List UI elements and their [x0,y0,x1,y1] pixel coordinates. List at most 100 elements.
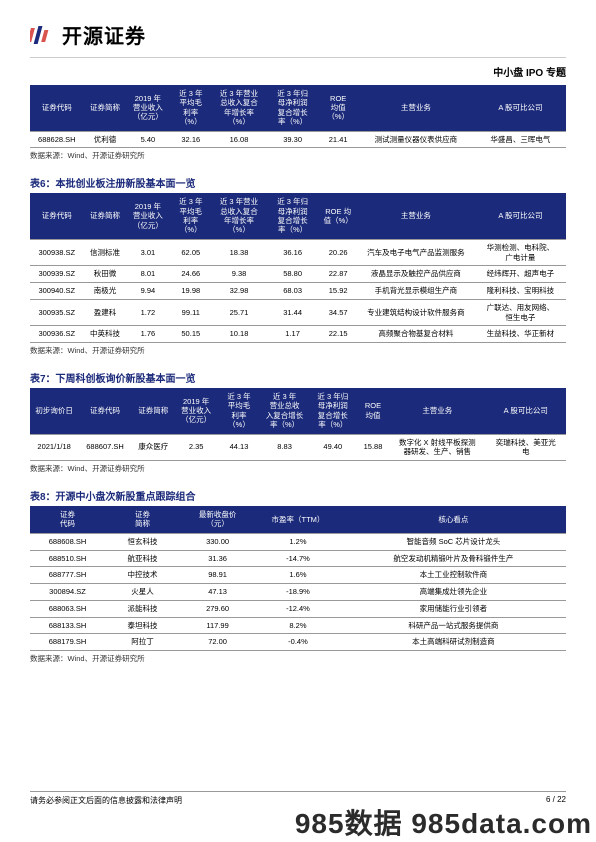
table6-cell: 高频聚合物基复合材料 [357,326,475,343]
table6-cell: 华测检测、电科院、广电计量 [475,239,566,266]
table6-cell: 58.80 [266,266,320,283]
table6: 证券代码证券简称2019 年营业收入（亿元）近 3 年平均毛利率（%）近 3 年… [30,193,566,343]
footer-disclaimer: 请务必参阅正文后面的信息披露和法律声明 [30,796,182,805]
table7-cell: 44.13 [218,434,261,461]
table7-source: 数据来源：Wind、开源证券研究所 [30,463,566,474]
table6-cell: 1.72 [126,299,169,326]
table7-cell: 49.40 [309,434,357,461]
table8-cell: 300894.SZ [30,584,105,601]
table6-cell: 34.57 [319,299,357,326]
table6-cell: 1.17 [266,326,320,343]
table6-cell: 中英科技 [84,326,127,343]
table7-col7: ROE均值 [357,388,389,434]
table8-cell: 688608.SH [30,533,105,550]
table7-col0: 初步询价日 [30,388,78,434]
table7-col1: 证券代码 [78,388,132,434]
table6-cell: 8.01 [126,266,169,283]
table6-cell: 99.11 [169,299,212,326]
table6-col3: 近 3 年平均毛利率（%） [169,193,212,239]
table6-cell: 300939.SZ [30,266,84,283]
table7-col3: 2019 年营业收入（亿元） [175,388,218,434]
table6-cell: 信测标准 [84,239,127,266]
table8-cell: 117.99 [180,617,255,634]
table8-cell: 8.2% [255,617,341,634]
table6-col7: 主营业务 [357,193,475,239]
table6-cell: 32.98 [212,283,266,300]
table8-cell: 279.60 [180,600,255,617]
table8-col4: 核心看点 [341,506,566,533]
table6-cell: 9.94 [126,283,169,300]
table5-cell: 21.41 [319,131,357,148]
table7: 初步询价日证券代码证券简称2019 年营业收入（亿元）近 3 年平均毛利率（%）… [30,388,566,461]
table7-cell: 康众医疗 [132,434,175,461]
table7-cell: 数字化 X 射线平板探测器研发、生产、销售 [389,434,485,461]
table6-cell: 31.44 [266,299,320,326]
table6-cell: 36.16 [266,239,320,266]
doc-subject: 中小盘 IPO 专题 [30,64,566,79]
table5-col6: ROE均值（%） [319,85,357,131]
table8-cell: 1.2% [255,533,341,550]
table6-cell: 9.38 [212,266,266,283]
table6-cell: 25.71 [212,299,266,326]
table7-col5: 近 3 年营业总收入复合增长率（%） [260,388,308,434]
table8-cell: 本土工业控制软件商 [341,567,566,584]
table6-cell: 68.03 [266,283,320,300]
table6-col6: ROE 均值（%） [319,193,357,239]
table6-cell: 62.05 [169,239,212,266]
table5-cell: 优利德 [84,131,127,148]
table5-col4: 近 3 年营业总收入复合年增长率（%） [212,85,266,131]
table5-col2: 2019 年营业收入（亿元） [126,85,169,131]
table5-col8: A 股可比公司 [475,85,566,131]
table6-cell: 15.92 [319,283,357,300]
table8-cell: 31.36 [180,550,255,567]
table6-col4: 近 3 年营业总收入复合年增长率（%） [212,193,266,239]
table8-cell: 本土高端科研试剂制造商 [341,634,566,651]
table5-cell: 华盛昌、三晖电气 [475,131,566,148]
table8-cell: 派能科技 [105,600,180,617]
table7-cell: 2.35 [175,434,218,461]
table6-cell: 盈建科 [84,299,127,326]
table6-cell: 22.15 [319,326,357,343]
table6-cell: 22.87 [319,266,357,283]
table8-cell: 航空发动机精锻叶片及骨科锻件生产 [341,550,566,567]
brand-name: 开源证券 [62,20,146,49]
table5-cell: 32.16 [169,131,212,148]
table8-cell: -14.7% [255,550,341,567]
table6-col2: 2019 年营业收入（亿元） [126,193,169,239]
watermark: 985数据 985data.com [295,802,592,842]
table7-col4: 近 3 年平均毛利率（%） [218,388,261,434]
table6-cell: 广联达、用友网络、恒生电子 [475,299,566,326]
table8-cell: 688510.SH [30,550,105,567]
table8-cell: 1.6% [255,567,341,584]
table6-cell: 300935.SZ [30,299,84,326]
table6-cell: 汽车及电子电气产品监测服务 [357,239,475,266]
table6-cell: 20.26 [319,239,357,266]
table5: 证券代码证券简称2019 年营业收入（亿元）近 3 年平均毛利率（%）近 3 年… [30,85,566,148]
table8-cell: 阿拉丁 [105,634,180,651]
table5-cell: 688628.SH [30,131,84,148]
table5-cell: 5.40 [126,131,169,148]
table6-col0: 证券代码 [30,193,84,239]
table5-col7: 主营业务 [357,85,475,131]
table7-col6: 近 3 年归母净利润复合增长率（%） [309,388,357,434]
table5-cell: 测试测量仪器仪表供应商 [357,131,475,148]
table5-col3: 近 3 年平均毛利率（%） [169,85,212,131]
table8-col0: 证券代码 [30,506,105,533]
brand-logo-icon [30,24,56,46]
table8-cell: 688063.SH [30,600,105,617]
table6-cell: 生益科技、华正新材 [475,326,566,343]
table7-cell: 8.83 [260,434,308,461]
table6-col1: 证券简称 [84,193,127,239]
table7-col8: 主营业务 [389,388,485,434]
table8-cell: 航亚科技 [105,550,180,567]
table6-cell: 手机背光显示模组生产商 [357,283,475,300]
table8-cell: 高端集成灶领先企业 [341,584,566,601]
table6-cell: 50.15 [169,326,212,343]
table6-cell: 300940.SZ [30,283,84,300]
table6-cell: 10.18 [212,326,266,343]
table6-cell: 经纬辉开、超声电子 [475,266,566,283]
table8-cell: 泰坦科技 [105,617,180,634]
table6-cell: 18.38 [212,239,266,266]
table8-col3: 市盈率（TTM） [255,506,341,533]
table5-cell: 16.08 [212,131,266,148]
